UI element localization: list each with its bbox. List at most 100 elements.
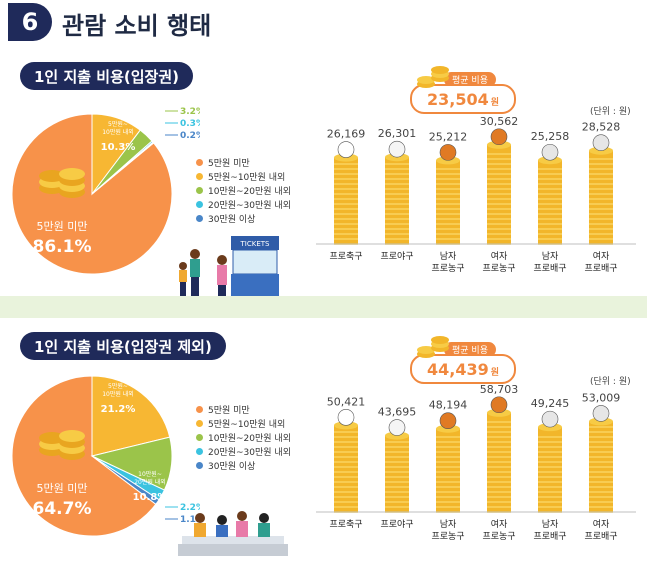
bar xyxy=(589,417,613,513)
legend-item: 5만원 미만 xyxy=(196,402,291,416)
baseball-ball-icon xyxy=(388,419,406,436)
bar xyxy=(487,140,511,245)
pie-small-value: 3.2% xyxy=(180,107,200,117)
coin-icon xyxy=(39,430,85,460)
pie-third-name: 10만원~ xyxy=(138,470,162,478)
basketball-ball-icon xyxy=(439,412,457,430)
legend-label: 5만원 미만 xyxy=(208,158,250,169)
baseball-ball-icon xyxy=(388,140,406,158)
bar xyxy=(589,146,613,245)
legend-label: 20만원~30만원 내외 xyxy=(208,447,291,458)
bar xyxy=(385,153,409,245)
pie-main-value: 64.7% xyxy=(33,499,92,519)
legend-label: 30만원 이상 xyxy=(208,214,256,225)
section-non-ticket: 1인 지출 비용(입장권 제외) 5만원 미만 64.7% 5만원~ 10만원 내외 2… xyxy=(0,318,647,561)
avg-value-box: 23,504 원 xyxy=(410,84,516,114)
basketball-ball-icon xyxy=(439,144,457,161)
pie-second-value: 10.3% xyxy=(101,142,136,153)
pie-second-name: 5만원~ xyxy=(108,382,128,390)
category-label: 여자 xyxy=(593,518,610,530)
category-label: 프로축구 xyxy=(329,519,362,530)
bar-value-label: 25,212 xyxy=(429,130,468,143)
bar xyxy=(436,424,460,513)
pie-slice xyxy=(91,375,171,457)
legend-item: 20만원~30만원 내외 xyxy=(196,197,291,211)
page-title: 관람 소비 행태 xyxy=(62,12,212,40)
avg-label: 평균 비용 xyxy=(444,72,496,87)
category-label: 프로야구 xyxy=(380,519,413,530)
bar xyxy=(334,153,358,245)
category-label: 여자 xyxy=(491,518,508,530)
unit-note: (단위 : 원) xyxy=(590,377,631,387)
category-label: 프로배구 xyxy=(584,531,617,542)
section-title: 1인 지출 비용(입장권 제외) xyxy=(20,332,226,360)
divider xyxy=(0,296,647,318)
avg-unit: 원 xyxy=(490,367,500,378)
category-label: 프로축구 xyxy=(329,251,362,262)
legend-item: 5만원~10만원 내외 xyxy=(196,416,291,430)
legend-swatch xyxy=(196,405,203,413)
bar-value-label: 28,528 xyxy=(582,121,621,134)
section-number-badge: 6 xyxy=(8,3,52,41)
legend-swatch xyxy=(196,461,203,469)
bar-value-label: 26,301 xyxy=(378,127,417,140)
soccer-ball-icon xyxy=(337,409,355,426)
avg-value: 23,504 xyxy=(426,89,489,109)
pie-main-value: 86.1% xyxy=(33,237,92,257)
pie-small-value: 0.2% xyxy=(180,131,200,141)
bar-value-label: 49,245 xyxy=(531,397,570,410)
coin-icon xyxy=(39,168,85,198)
pie-main-name: 5만원 미만 xyxy=(37,482,88,495)
legend-label: 30만원 이상 xyxy=(208,461,256,472)
pie-small-value: 2.2% xyxy=(180,503,200,513)
category-label: 남자 xyxy=(542,519,559,530)
bar-value-label: 58,703 xyxy=(480,384,519,396)
legend-label: 10만원~20만원 내외 xyxy=(208,433,291,444)
volleyball-ball-icon xyxy=(592,134,610,151)
legend-label: 5만원~10만원 내외 xyxy=(208,172,286,183)
bar xyxy=(334,421,358,513)
legend-item: 30만원 이상 xyxy=(196,211,291,225)
unit-note: (단위 : 원) xyxy=(590,107,631,117)
legend-label: 5만원 미만 xyxy=(208,405,250,416)
pie-chart-non-ticket: 5만원 미만 64.7% 5만원~10만원 내외 21.2% 10만원~20만원 내외 1… xyxy=(11,375,200,537)
section-title: 1인 지출 비용(입장권) xyxy=(20,62,193,90)
category-label: 프로농구 xyxy=(482,531,515,542)
legend-item: 10만원~20만원 내외 xyxy=(196,183,291,197)
legend-item: 30만원 이상 xyxy=(196,458,291,472)
pie-third-name: 20만원 내외 xyxy=(134,478,166,486)
legend-item: 10만원~20만원 내외 xyxy=(196,430,291,444)
avg-value-box: 44,439 원 xyxy=(410,354,516,384)
bar-value-label: 50,421 xyxy=(327,395,366,408)
basketball-ball-icon xyxy=(490,128,508,146)
ticket-booth-illustration: TICKETS xyxy=(179,236,279,300)
legend-swatch xyxy=(196,172,203,180)
legend-label: 5만원~10만원 내외 xyxy=(208,419,286,430)
bar-value-label: 43,695 xyxy=(378,406,417,419)
legend-item: 5만원 미만 xyxy=(196,155,291,169)
category-label: 여자 xyxy=(593,250,610,262)
category-label: 프로배구 xyxy=(584,263,617,274)
volleyball-ball-icon xyxy=(541,410,559,428)
category-label: 남자 xyxy=(542,251,559,262)
volleyball-ball-icon xyxy=(592,405,610,422)
bar xyxy=(385,431,409,513)
volleyball-ball-icon xyxy=(541,143,559,161)
bar-value-label: 26,169 xyxy=(327,128,366,141)
soccer-ball-icon xyxy=(337,141,355,158)
legend: 5만원 미만 5만원~10만원 내외 10만원~20만원 내외 20만원~30만원 내… xyxy=(196,402,291,472)
legend-label: 10만원~20만원 내외 xyxy=(208,186,291,197)
category-label: 남자 xyxy=(440,519,457,530)
bar xyxy=(436,156,460,245)
svg-text:TICKETS: TICKETS xyxy=(240,240,271,248)
bar-value-label: 53,009 xyxy=(582,391,621,404)
legend-swatch xyxy=(196,158,203,166)
coin-stack-icon xyxy=(417,336,449,358)
legend: 5만원 미만 5만원~10만원 내외 10만원~20만원 내외 20만원~30만원 내… xyxy=(196,155,291,225)
legend-swatch xyxy=(196,419,203,427)
pie-second-name: 10만원 내외 xyxy=(102,390,134,398)
legend-item: 5만원~10만원 내외 xyxy=(196,169,291,183)
pie-chart-ticket: 5만원 미만 86.1% 5만원~10만원 내외 10.3% 3.2% 0.3% 0.2% xyxy=(11,107,200,275)
avg-unit: 원 xyxy=(490,97,500,108)
legend-swatch xyxy=(196,214,203,222)
